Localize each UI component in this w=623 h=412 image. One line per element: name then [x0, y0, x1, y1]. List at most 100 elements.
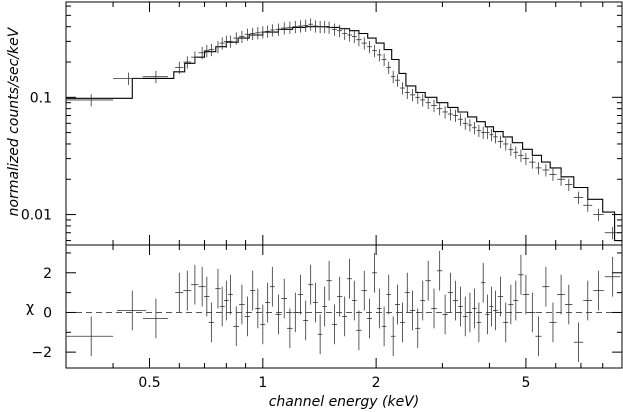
residual-point — [535, 316, 542, 357]
spectrum-point — [522, 152, 530, 166]
spectrum-yaxis: 0.1 0.01 — [21, 5, 622, 242]
residual-point — [219, 286, 225, 327]
spectrum-point — [347, 29, 352, 42]
spectrum-point — [239, 30, 245, 44]
spectrum-point — [265, 25, 271, 38]
spectrum-point — [208, 43, 215, 57]
residual-point — [317, 314, 323, 355]
spectrum-point — [337, 24, 343, 38]
residual-point — [472, 288, 477, 329]
spectrum-point — [425, 96, 431, 110]
spectrum-point — [452, 109, 458, 122]
spectrum-point — [508, 143, 514, 156]
spectrum-point — [376, 49, 382, 62]
spectrum-point — [476, 124, 482, 138]
residual-point — [497, 276, 504, 317]
residual-point — [313, 282, 318, 323]
residual-point — [436, 250, 443, 291]
residual-point — [604, 256, 621, 297]
spectrum-ytick-label: 0.01 — [21, 208, 52, 224]
spectrum-point — [436, 102, 443, 116]
residual-point — [415, 308, 421, 349]
residual-point — [452, 280, 458, 321]
residual-point — [508, 284, 514, 325]
residual-point — [485, 294, 490, 335]
residual-point — [513, 280, 519, 321]
residual-point — [117, 290, 147, 331]
spectrum-point — [557, 173, 565, 186]
residual-point — [395, 284, 401, 325]
residual-point — [467, 292, 473, 333]
residual-point — [326, 260, 332, 301]
residual-point — [503, 302, 509, 343]
residual-point — [518, 254, 524, 295]
spectrum-point — [467, 119, 473, 132]
spectrum-point — [472, 121, 477, 135]
energy-xlabel: channel energy (keV) — [269, 394, 420, 410]
residual-point — [457, 286, 463, 327]
spectrum-point — [542, 164, 550, 177]
spectrum-point — [297, 20, 304, 33]
spectrum-point — [260, 26, 266, 39]
residual-ytick-label: 2 — [43, 266, 52, 282]
residual-point — [593, 270, 604, 311]
spectrum-frame — [65, 1, 623, 246]
spectrum-point — [583, 199, 593, 212]
residual-point — [356, 310, 362, 351]
residual-point — [404, 272, 410, 313]
spectrum-point — [183, 56, 192, 69]
spectrum-point — [513, 146, 519, 159]
residual-point — [347, 258, 352, 299]
residual-point — [376, 288, 382, 329]
residual-point — [361, 270, 367, 311]
spectrum-point — [493, 131, 498, 144]
spectrum-point — [409, 89, 416, 102]
residual-point — [227, 274, 233, 315]
residual-panel: 2 0 −2 0.5 1 2 5 χ channel energy (keV) — [26, 2, 623, 410]
spectrum-point — [326, 21, 332, 34]
spectrum-point — [420, 94, 426, 107]
residual-point — [381, 306, 387, 347]
residual-point — [191, 264, 199, 305]
residual-point — [542, 266, 550, 307]
residual-point — [303, 300, 309, 341]
spectrum-point — [322, 20, 327, 34]
spectrum-point — [331, 23, 338, 36]
spectrum-data — [66, 18, 622, 242]
spectrum-point — [292, 20, 298, 34]
residual-point — [573, 322, 584, 363]
spectrum-ytick-label: 0.1 — [30, 90, 52, 106]
spectrum-point — [529, 156, 536, 169]
model-step-line — [66, 26, 622, 242]
residual-point — [198, 266, 206, 307]
spectrum-point — [250, 27, 256, 41]
spectrum-point — [481, 126, 486, 140]
residual-ylabel: χ — [26, 300, 34, 316]
residual-point — [183, 270, 192, 311]
spectrum-point — [371, 44, 377, 58]
residual-point — [549, 302, 557, 343]
residual-point — [462, 296, 468, 337]
spectrum-point — [317, 20, 323, 34]
residual-point — [331, 304, 338, 345]
spectrum-point — [564, 178, 573, 192]
spectrum-point — [431, 99, 437, 113]
spectrum-point — [361, 37, 367, 50]
residual-point — [529, 292, 536, 333]
spectrum-point — [442, 106, 448, 119]
residual-ytick-label: 0 — [43, 305, 52, 321]
spectrum-point — [198, 46, 206, 60]
spectrum-point — [270, 24, 275, 37]
residual-point — [493, 290, 498, 331]
residual-point — [142, 298, 169, 339]
spectrum-point — [255, 27, 261, 40]
spectrum-point — [404, 86, 410, 99]
spectrum-point — [113, 72, 143, 85]
residual-point — [204, 276, 210, 317]
spectrum-point — [244, 28, 251, 41]
spectrum-point — [415, 91, 421, 104]
residual-point — [337, 276, 343, 317]
residual-point — [244, 296, 251, 337]
spectrum-point — [497, 135, 504, 148]
